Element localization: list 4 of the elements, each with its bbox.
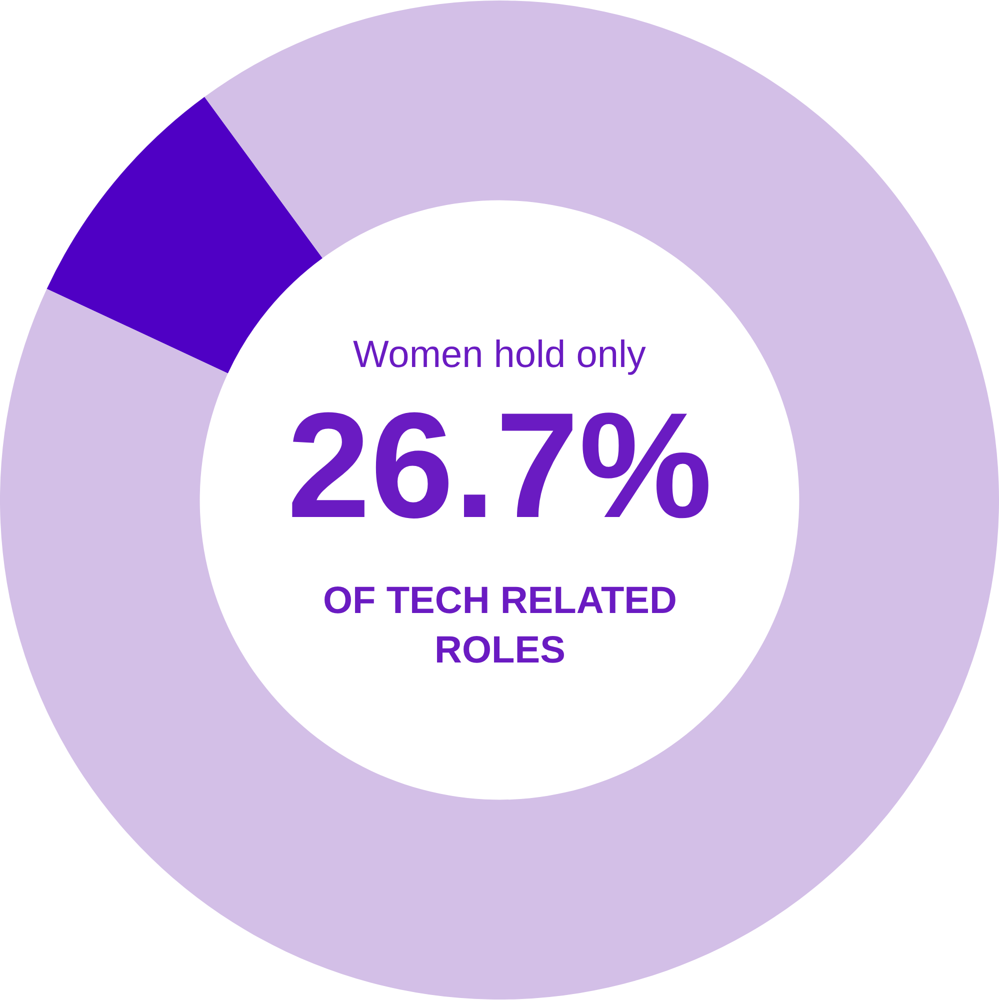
text: Women hold only	[353, 334, 646, 376]
text: 26.7%	[287, 381, 712, 549]
text: OF TECH RELATED ROLES	[323, 580, 677, 672]
donut-slice	[46, 96, 322, 374]
